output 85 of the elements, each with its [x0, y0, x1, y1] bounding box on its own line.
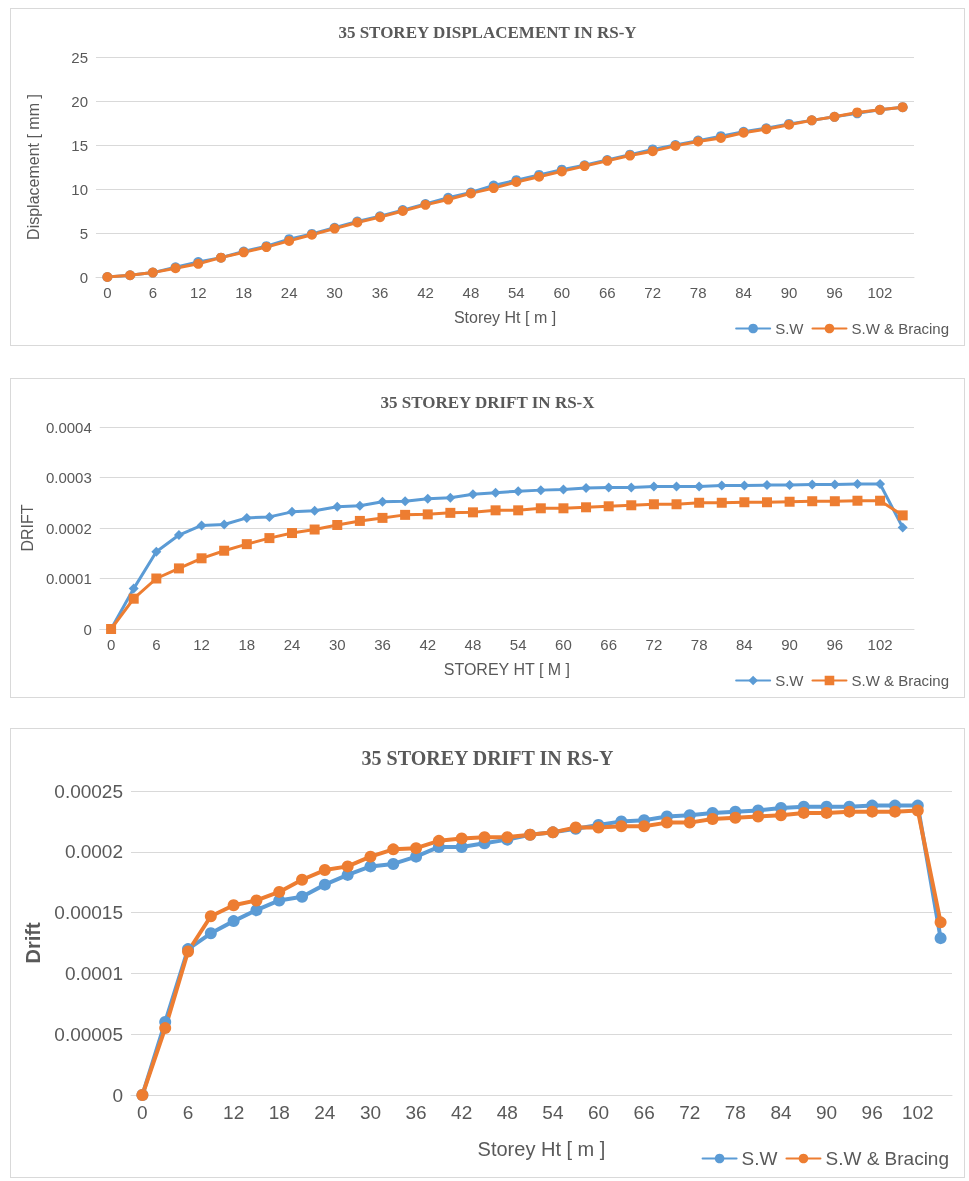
y-tick-label: 0.0002 [45, 519, 92, 537]
x-tick-label: 60 [553, 284, 571, 301]
x-tick-label: 18 [238, 636, 256, 653]
x-tick-label: 6 [148, 284, 157, 301]
x-tick-label: 78 [690, 636, 708, 653]
x-tick-label: 0 [103, 284, 112, 301]
x-tick-label: 24 [314, 1102, 336, 1123]
legend-label: S.W [775, 672, 805, 689]
x-tick-label: 60 [587, 1102, 610, 1123]
x-tick-label: 42 [417, 284, 434, 301]
legend-label: S.W [775, 320, 805, 337]
x-tick-label: 84 [770, 1102, 792, 1123]
x-tick-label: 6 [152, 636, 161, 653]
x-tick-label: 48 [496, 1102, 518, 1123]
legend-label: S.W [741, 1148, 778, 1169]
y-tick-label: 0 [112, 1084, 123, 1106]
x-axis-title: Storey Ht [ m ] [453, 308, 557, 326]
x-tick-label: 36 [371, 284, 389, 301]
y-tick-label: 5 [79, 224, 88, 242]
x-tick-label: 18 [268, 1102, 290, 1123]
x-tick-label: 102 [901, 1102, 934, 1123]
y-tick-label: 0.00005 [54, 1023, 123, 1045]
y-tick-label: 0.0002 [64, 841, 123, 863]
x-tick-label: 102 [867, 636, 893, 653]
x-tick-label: 18 [235, 284, 253, 301]
x-tick-label: 78 [724, 1102, 746, 1123]
x-tick-label: 54 [508, 284, 525, 301]
x-tick-label: 72 [644, 284, 662, 301]
x-tick-label: 12 [223, 1102, 245, 1123]
legend-label: S.W & Bracing [851, 672, 949, 689]
y-tick-label: 15 [71, 136, 88, 154]
x-tick-label: 0 [137, 1102, 148, 1123]
x-tick-label: 96 [826, 636, 844, 653]
x-tick-label: 24 [280, 284, 298, 301]
chart-title: 35 STOREY DRIFT IN RS-Y [361, 747, 615, 769]
x-tick-label: 96 [861, 1102, 883, 1123]
x-tick-label: 36 [405, 1102, 427, 1123]
y-tick-label: 0 [83, 620, 92, 638]
x-axis-title: STOREY HT [ M ] [443, 660, 571, 678]
x-tick-label: 66 [633, 1102, 655, 1123]
x-tick-label: 90 [781, 636, 798, 653]
legend-label: S.W & Bracing [825, 1148, 950, 1169]
y-tick-label: 0.0001 [64, 962, 123, 984]
x-tick-label: 48 [462, 284, 480, 301]
y-axis-title: Displacement [ mm ] [24, 94, 42, 240]
x-tick-label: 6 [182, 1102, 194, 1123]
chart-title: 35 STOREY DISPLACEMENT IN RS-Y [338, 23, 637, 42]
x-tick-label: 54 [542, 1102, 564, 1123]
x-tick-label: 66 [598, 284, 616, 301]
x-tick-label: 30 [328, 636, 346, 653]
x-tick-label: 30 [359, 1102, 382, 1123]
x-tick-label: 12 [189, 284, 207, 301]
x-tick-label: 78 [689, 284, 707, 301]
x-tick-label: 60 [555, 636, 572, 653]
x-tick-label: 90 [816, 1102, 838, 1123]
x-tick-label: 36 [374, 636, 391, 653]
x-tick-label: 42 [451, 1102, 473, 1123]
legend-label: S.W & Bracing [851, 320, 949, 337]
y-tick-label: 0.0004 [45, 418, 92, 436]
y-tick-label: 0.0003 [45, 469, 92, 486]
y-tick-label: 0.00015 [54, 902, 123, 924]
x-tick-label: 48 [464, 636, 482, 653]
x-tick-label: 102 [867, 284, 893, 301]
x-tick-label: 90 [780, 284, 798, 301]
y-tick-label: 0 [79, 268, 88, 286]
x-tick-label: 72 [679, 1102, 701, 1123]
chart-title: 35 STOREY DRIFT IN RS-X [380, 393, 596, 412]
x-tick-label: 72 [645, 636, 663, 653]
x-tick-label: 84 [736, 636, 753, 653]
x-tick-label: 42 [419, 636, 437, 653]
y-tick-label: 20 [71, 92, 88, 110]
y-tick-label: 0.0001 [45, 570, 92, 587]
x-tick-label: 24 [283, 636, 301, 653]
x-axis-title: Storey Ht [ m ] [477, 1138, 606, 1160]
y-tick-label: 0.00025 [54, 780, 123, 802]
x-tick-label: 54 [509, 636, 527, 653]
x-tick-label: 84 [735, 284, 752, 301]
y-axis-title: DRIFT [18, 504, 36, 552]
x-tick-label: 12 [193, 636, 210, 653]
x-tick-label: 66 [600, 636, 618, 653]
x-tick-label: 96 [826, 284, 843, 301]
y-tick-label: 25 [71, 48, 88, 66]
y-tick-label: 10 [71, 180, 88, 198]
x-tick-label: 30 [326, 284, 343, 301]
y-axis-title: Drift [22, 922, 45, 964]
